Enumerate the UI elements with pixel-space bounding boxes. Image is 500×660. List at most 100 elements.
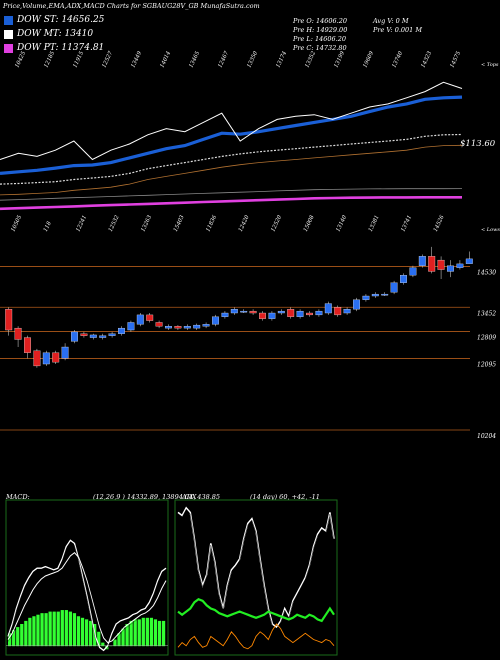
candle-body — [259, 312, 266, 319]
candle-body — [202, 324, 210, 327]
macd-signal-line-shadow — [7, 554, 167, 645]
ohlc-high: Pre H: 14929.00 — [293, 26, 348, 34]
bottom-tick-label: 11836 — [205, 214, 218, 233]
macd-histogram-bar — [113, 639, 117, 647]
ema-aux-line-1 — [0, 144, 463, 196]
legend-dow-mt: DOW MT: 13410 — [4, 29, 93, 39]
macd-histogram-bar — [36, 614, 40, 647]
macd-histogram-bar — [89, 620, 93, 647]
macd-histogram-bar — [8, 633, 12, 647]
top-tick-label: 19609 — [362, 50, 375, 69]
macd-histogram-bar — [141, 617, 145, 647]
adx-frame — [174, 499, 338, 656]
legend-swatch-mt — [4, 29, 13, 39]
candle-body — [240, 310, 248, 313]
macd-label: MACD: — [6, 493, 30, 501]
candle-body — [334, 307, 342, 316]
macd-histogram-bar — [117, 633, 121, 647]
candle-body — [230, 309, 238, 314]
level-label: 10204 — [477, 433, 496, 440]
macd-line — [7, 539, 167, 652]
candle-body — [183, 326, 191, 329]
candle-body — [24, 337, 31, 353]
top-tick-label: 13465 — [188, 50, 201, 69]
macd-histogram-bar — [44, 613, 48, 647]
adx-label: ADX — [182, 493, 197, 501]
ema-long-line — [0, 196, 462, 211]
bottom-tick-label: 12241 — [75, 214, 88, 232]
top-tick-label: 14014 — [159, 50, 172, 69]
level-label: 12809 — [477, 335, 496, 342]
candle-body — [5, 309, 13, 331]
candle-body — [127, 322, 135, 331]
bottom-tick-label: 12532 — [108, 214, 121, 233]
candle-body — [221, 312, 229, 317]
macd-histogram-bar — [161, 620, 166, 647]
bottom-tick-label: 118 — [43, 220, 53, 233]
macd-line-shadow — [7, 542, 167, 653]
ohlc-low: Pre L: 14606.20 — [293, 35, 346, 43]
macd-histogram-bar — [133, 619, 137, 647]
legend-swatch-pt — [4, 43, 13, 53]
legend-dow-pt: DOW PT: 11374.81 — [4, 43, 104, 53]
macd-histogram-bar — [149, 617, 154, 647]
bottom-tick-label: 13741 — [400, 214, 413, 232]
macd-signal-line — [7, 552, 167, 644]
macd-histogram-bar — [68, 611, 73, 647]
legend-label-st: DOW ST: 14656.25 — [17, 15, 105, 25]
macd-histogram-bar — [101, 642, 105, 647]
macd-histogram-bar — [20, 624, 24, 647]
macd-histogram-bar — [60, 610, 64, 647]
candle-body — [390, 282, 398, 293]
macd-histogram-bar — [84, 619, 89, 647]
macd-params: (12,26,9 ) 14332.89, 13894.04, 438.85 — [93, 493, 221, 501]
candle-body — [465, 258, 473, 264]
macd-histogram-bar — [28, 617, 32, 647]
candle-body — [437, 259, 445, 270]
macd-histogram-bar — [64, 610, 68, 647]
macd-histogram-bar — [40, 613, 44, 647]
candle-body — [155, 322, 163, 327]
candle-body — [315, 310, 323, 316]
adx-params: (14 day) 60, +42, -11 — [250, 493, 320, 501]
candle-body — [212, 316, 219, 325]
candle-body — [371, 293, 379, 297]
pre-volume: Pre V: 0.001 M — [373, 26, 423, 34]
top-tick-label: 10425 — [14, 50, 27, 69]
candle-body — [409, 267, 417, 276]
candle-body — [71, 331, 78, 342]
macd-histogram-bar — [24, 620, 28, 647]
adx-line — [177, 506, 335, 629]
macd-histogram-bar — [80, 617, 85, 647]
macd-histogram-bar — [52, 611, 56, 647]
price-line — [0, 81, 463, 161]
bottom-tick-label: 13263 — [140, 214, 153, 233]
macd-histogram-bar — [76, 616, 81, 647]
candle-body — [362, 295, 370, 300]
legend-dow-st: DOW ST: 14656.25 — [4, 15, 104, 25]
candle-body — [296, 310, 304, 317]
top-tick-label: 12185 — [43, 50, 56, 69]
bottom-tick-label: 12420 — [238, 214, 251, 233]
avg-volume: Avg V: 0 M — [373, 17, 409, 25]
candle-body — [343, 309, 351, 314]
ema-mid-line — [0, 133, 463, 185]
macd-histogram-bar — [56, 611, 60, 647]
candle-body — [146, 314, 154, 321]
macd-histogram-bar — [48, 611, 52, 647]
last-price-label: $113.60 — [460, 139, 496, 149]
minus-di-line — [177, 623, 335, 650]
chart-title: Price,Volume,EMA,ADX,MACD Charts for SGB… — [3, 2, 260, 10]
macd-histogram-bar — [145, 617, 149, 647]
top-tick-label: 11915 — [72, 50, 85, 69]
macd-histogram-bar — [157, 620, 162, 647]
candle-body — [428, 256, 436, 272]
top-tick-label: 13199 — [333, 50, 346, 69]
macd-histogram-bar — [16, 627, 20, 647]
candle-body — [33, 350, 41, 367]
candle-body — [456, 263, 464, 268]
candle-body — [136, 314, 144, 325]
macd-histogram-bar — [32, 616, 36, 647]
bottom-tick-label: 10505 — [10, 214, 23, 233]
ema-short-line — [0, 95, 463, 175]
